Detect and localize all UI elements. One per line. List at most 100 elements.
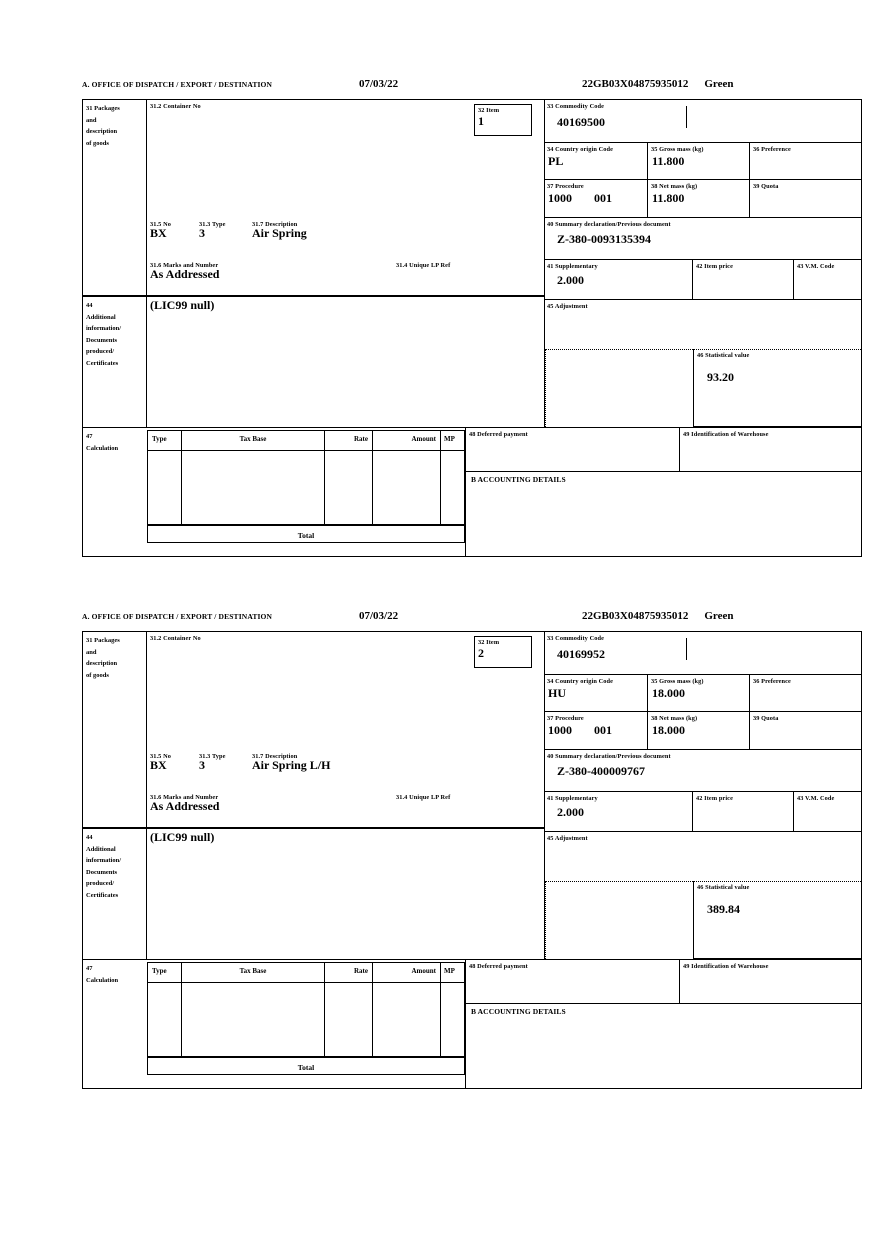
form-header: A. OFFICE OF DISPATCH / EXPORT / DESTINA…	[82, 610, 862, 632]
field-41-value: 2.000	[557, 805, 584, 819]
field-b-label: B ACCOUNTING DETAILS	[471, 1007, 566, 1016]
field-46-cell: 46 Statistical value 389.84	[693, 881, 861, 959]
field-37-row	[544, 712, 861, 750]
field-43-label: 43 V.M. Code	[797, 263, 835, 270]
field-47-top-rule	[83, 959, 861, 960]
field-31-2-label: 31.2 Container No	[150, 635, 201, 642]
field-41-row	[544, 792, 861, 832]
calc-cell-type[interactable]	[148, 451, 181, 524]
field-39-divider	[749, 180, 750, 218]
field-31-3-label: 31.3 Type	[199, 221, 226, 228]
field-33-cell: 33 Commodity Code 40169952	[544, 632, 861, 675]
field-35-divider	[647, 675, 648, 712]
field-33-value: 40169952	[557, 647, 605, 661]
field-45-cell: 45 Adjustment	[544, 300, 861, 349]
calc-header-type: Type	[152, 967, 167, 975]
field-31-5-label: 31.5 No	[150, 753, 171, 760]
declaration-form-item-1: A. OFFICE OF DISPATCH / EXPORT / DESTINA…	[82, 78, 862, 557]
field-44-label: 44 Additional information/Documents produce…	[86, 302, 122, 367]
field-31-3-value: 3	[199, 758, 205, 772]
field-48-label: 48 Deferred payment	[469, 431, 528, 438]
field-45-cell: 45 Adjustment	[544, 832, 861, 881]
field-38-value: 11.800	[652, 191, 685, 205]
field-35-value: 18.000	[652, 686, 685, 700]
field-b-label: B ACCOUNTING DETAILS	[471, 475, 566, 484]
calc-cell-type[interactable]	[148, 983, 181, 1056]
field-44-label: 44 Additional information/Documents produce…	[86, 834, 122, 899]
calc-header-rate: Rate	[324, 431, 372, 451]
lane-label: Green	[704, 610, 734, 622]
field-32-value: 2	[478, 646, 484, 660]
calc-cell-amount[interactable]	[372, 983, 440, 1056]
field-38-label: 38 Net mass (kg)	[651, 183, 698, 190]
field-48-row	[465, 428, 861, 472]
field-41-cell: 41 Supplementary 2.000	[544, 260, 692, 300]
field-b-cell: B ACCOUNTING DETAILS	[465, 472, 861, 556]
field-36-cell: 36 Preference	[750, 143, 861, 180]
calc-cell-taxbase[interactable]	[181, 983, 324, 1056]
field-35-cell: 35 Gross mass (kg) 18.000	[648, 675, 749, 712]
field-37-value: 1000	[548, 723, 572, 737]
field-48-cell: 48 Deferred payment	[466, 960, 679, 1004]
reference-number: 22GB03X04875935012	[582, 610, 689, 622]
field-37-value-2: 001	[594, 191, 612, 205]
field-36-cell: 36 Preference	[750, 675, 861, 712]
field-42-cell: 42 Item price	[693, 260, 793, 300]
field-38-cell: 38 Net mass (kg) 18.000	[648, 712, 749, 750]
field-34-row	[544, 675, 861, 712]
calc-cell-mp[interactable]	[440, 451, 464, 524]
right-column-divider	[544, 632, 545, 959]
field-38-label: 38 Net mass (kg)	[651, 715, 698, 722]
field-38-divider	[647, 180, 648, 218]
field-31-divider	[83, 632, 147, 828]
field-36-divider	[749, 143, 750, 180]
field-37-values: 1000 001	[544, 723, 647, 737]
field-49-divider	[679, 428, 680, 472]
field-39-cell: 39 Quota	[750, 712, 861, 750]
field-48-row	[465, 960, 861, 1004]
field-31-7-value: Air Spring	[252, 226, 307, 240]
field-31-6-value: As Addressed	[150, 267, 220, 281]
field-38-value: 18.000	[652, 723, 685, 737]
field-34-value: HU	[548, 686, 566, 700]
field-37-label: 37 Procedure	[547, 183, 584, 190]
field-49-label: 49 Identification of Warehouse	[683, 431, 769, 438]
field-37-label: 37 Procedure	[547, 715, 584, 722]
field-48-cell: 48 Deferred payment	[466, 428, 679, 472]
field-31-7-value: Air Spring L/H	[252, 758, 331, 772]
field-40-label: 40 Summary declaration/Previous document	[547, 753, 671, 760]
field-49-cell: 49 Identification of Warehouse	[680, 428, 861, 472]
field-38-divider	[647, 712, 648, 750]
field-49-divider	[679, 960, 680, 1004]
office-label: A. OFFICE OF DISPATCH / EXPORT / DESTINA…	[82, 80, 273, 89]
field-33-cell: 33 Commodity Code 40169500	[544, 100, 861, 143]
field-31-6-value: As Addressed	[150, 799, 220, 813]
field-43-cell: 43 V.M. Code	[794, 792, 861, 832]
field-46-value: 389.84	[707, 902, 740, 916]
field-42-label: 42 Item price	[696, 795, 733, 802]
field-41-label: 41 Supplementary	[547, 263, 598, 270]
calculation-grid: Type Tax Base Rate Amount MP	[147, 962, 465, 1057]
field-32-value: 1	[478, 114, 484, 128]
calc-cell-rate[interactable]	[324, 451, 372, 524]
calc-cell-taxbase[interactable]	[181, 451, 324, 524]
calc-header-rate: Rate	[324, 963, 372, 983]
calc-cell-amount[interactable]	[372, 451, 440, 524]
calc-cell-mp[interactable]	[440, 983, 464, 1056]
field-43-divider	[793, 260, 794, 300]
field-36-label: 36 Preference	[753, 678, 791, 685]
field-48-label: 48 Deferred payment	[469, 963, 528, 970]
calc-cell-rate[interactable]	[324, 983, 372, 1056]
field-35-value: 11.800	[652, 154, 685, 168]
field-32-label: 32 Item	[478, 639, 500, 646]
form-header: A. OFFICE OF DISPATCH / EXPORT / DESTINA…	[82, 78, 862, 100]
field-44-top-rule	[83, 828, 545, 829]
lane-label: Green	[704, 78, 734, 90]
field-39-label: 39 Quota	[753, 715, 779, 722]
field-37-values: 1000 001	[544, 191, 647, 205]
calculation-total-row: Total	[147, 525, 465, 543]
field-39-divider	[749, 712, 750, 750]
field-49-label: 49 Identification of Warehouse	[683, 963, 769, 970]
field-33-label: 33 Commodity Code	[547, 635, 604, 642]
